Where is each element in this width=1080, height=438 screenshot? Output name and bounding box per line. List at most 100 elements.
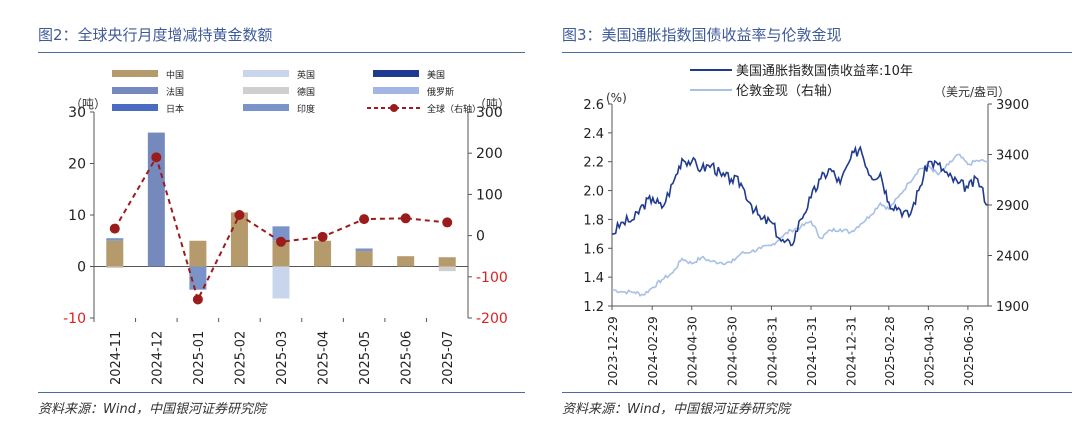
x-tick-label: 2025-06-30 — [962, 316, 976, 386]
global-line — [113, 154, 448, 303]
left-y-axis-unit: （吨） — [70, 97, 106, 111]
right-footer-rule — [562, 392, 1072, 393]
x-tick-label: 2024-08-31 — [765, 316, 779, 386]
legend-swatch-美国 — [373, 70, 419, 77]
legend-label: 印度 — [297, 103, 315, 115]
global-point-2024-12 — [151, 152, 162, 163]
x-tick-label: 2024-11 — [109, 331, 124, 385]
bar-印度-2025-03 — [272, 226, 290, 241]
legend-label: 中国 — [166, 69, 184, 81]
right-y-tick-label: 3400 — [996, 149, 1029, 164]
legend-label: 法国 — [166, 86, 184, 98]
x-tick-label: 2024-02-29 — [646, 316, 660, 386]
global-point-2025-07 — [442, 217, 453, 228]
right-y-tick-label: 1900 — [996, 300, 1029, 315]
left-y-tick-label: 20 — [68, 157, 86, 173]
x-tick-label: 2025-01 — [192, 331, 207, 385]
legend-swatch-俄罗斯 — [373, 87, 419, 94]
left-y-tick-label: 2.2 — [583, 156, 604, 171]
x-tick-label: 2024-10-31 — [805, 316, 819, 386]
bar-中国-2025-03 — [272, 240, 290, 267]
legend-label: 德国 — [297, 86, 315, 98]
left-y-tick-label: 2.6 — [583, 98, 604, 113]
x-tick-label: 2025-04-30 — [922, 316, 936, 386]
x-tick-label: 2023-12-29 — [606, 316, 620, 386]
left-title-rule — [38, 52, 525, 53]
x-tick-label: 2024-12-31 — [845, 316, 859, 386]
bar-印度-2025-01 — [189, 266, 207, 290]
legend-label: 日本 — [166, 103, 184, 115]
left-chart-title: 图2：全球央行月度增减持黄金数额 — [38, 26, 273, 44]
global-point-2025-05 — [359, 214, 370, 225]
right-source-note: 资料来源：Wind，中国银河证券研究院 — [562, 402, 790, 417]
left-y-axis-unit: (%) — [606, 91, 627, 105]
left-y-tick-label: -10 — [63, 311, 86, 327]
gold-price-line — [611, 153, 988, 297]
x-tick-label: 2025-04 — [317, 331, 332, 385]
left-y-tick-label: 2.4 — [583, 127, 604, 142]
bar-印度-2024-11 — [106, 238, 124, 241]
right-title-rule — [562, 52, 1072, 53]
global-point-2025-04 — [317, 231, 328, 242]
left-chart-panel: 图2：全球央行月度增减持黄金数额 -10 0 10 20 30 -200 -100 0 100 2… — [0, 0, 525, 438]
bar-中国-2025-05 — [355, 251, 373, 267]
legend-label: 英国 — [297, 69, 315, 81]
legend-line-marker — [390, 104, 398, 112]
x-tick-label: 2025-06 — [400, 331, 415, 385]
right-y-tick-label: -200 — [476, 311, 508, 327]
global-point-2025-01 — [192, 294, 203, 305]
right-chart-panel: 图3：美国通胀指数国债收益率与伦敦金现 1.2 1.4 1.6 1.8 2.0 2.2 2.… — [548, 0, 1080, 438]
global-point-2025-03 — [276, 236, 286, 247]
right-y-tick-label: 2400 — [996, 250, 1029, 265]
legend-swatch-中国 — [112, 70, 158, 77]
right-y-axis-unit: （吨） — [474, 97, 510, 111]
legend-label: 全球（右轴） — [427, 103, 481, 115]
legend-label-tips: 美国通胀指数国债收益率:10年 — [736, 63, 913, 79]
bar-中国-2025-02 — [230, 212, 248, 267]
right-y-tick-label: 100 — [476, 187, 503, 203]
global-point-2024-11 — [109, 223, 120, 234]
tips-yield-line — [612, 145, 989, 247]
left-y-tick-label: 30 — [68, 105, 86, 121]
left-y-tick-label: 1.2 — [583, 300, 604, 315]
x-tick-label: 2025-03 — [275, 331, 290, 385]
x-tick-label: 2024-06-30 — [725, 316, 739, 386]
right-y-tick-label: 0 — [476, 229, 485, 245]
bar-德国-2025-07 — [438, 266, 456, 272]
left-y-tick-label: 1.8 — [583, 213, 604, 228]
legend-swatch-印度 — [243, 104, 289, 111]
right-y-tick-label: 200 — [476, 146, 503, 162]
left-y-tick-label: 1.6 — [583, 242, 604, 257]
right-y-tick-label: -100 — [476, 270, 508, 286]
legend-swatch-英国 — [243, 70, 289, 77]
legend-label: 美国 — [427, 69, 445, 81]
global-point-2025-02 — [234, 210, 245, 220]
bar-中国-2025-06 — [397, 256, 415, 267]
right-chart-svg: 1.2 1.4 1.6 1.8 2.0 2.2 2.4 2.6 1900 2400 2900 3400… — [583, 63, 1029, 386]
legend-label: 俄罗斯 — [427, 86, 454, 98]
right-y-axis-unit: （美元/盎司） — [934, 85, 1010, 99]
right-y-tick-label: 3900 — [996, 98, 1029, 113]
x-tick-label: 2025-07 — [441, 331, 456, 385]
bar-中国-2025-01 — [189, 240, 207, 267]
right-y-tick-label: 300 — [476, 105, 503, 121]
x-tick-label: 2025-02 — [233, 331, 248, 385]
left-y-tick-label: 1.4 — [583, 271, 604, 286]
bar-印度-2025-05 — [355, 248, 373, 252]
left-y-tick-label: 2.0 — [583, 185, 604, 200]
bar-中国-2025-07 — [438, 257, 456, 267]
bar-德国-2024-11 — [106, 266, 124, 269]
left-footer-rule — [38, 392, 525, 393]
legend-swatch-法国 — [112, 87, 158, 94]
bar-中国-2025-04 — [314, 240, 332, 267]
left-y-tick-label: 10 — [68, 208, 86, 224]
left-source-note: 资料来源：Wind，中国银河证券研究院 — [38, 402, 266, 417]
legend-swatch-德国 — [243, 87, 289, 94]
left-y-tick-label: 0 — [77, 260, 86, 276]
legend-label-gold: 伦敦金现（右轴） — [736, 83, 840, 99]
x-tick-label: 2025-05 — [358, 331, 373, 385]
legend-swatch-日本 — [112, 104, 158, 111]
x-tick-label: 2024-12 — [150, 331, 165, 385]
bar-中国-2024-11 — [106, 240, 124, 267]
